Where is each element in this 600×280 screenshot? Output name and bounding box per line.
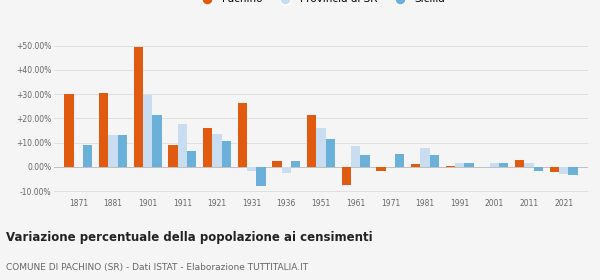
Bar (316, 128, 326, 167)
Bar (455, 163, 464, 167)
Text: COMUNE DI PACHINO (SR) - Dati ISTAT - Elaborazione TUTTITALIA.IT: COMUNE DI PACHINO (SR) - Dati ISTAT - El… (6, 263, 308, 272)
Bar (178, 125, 187, 167)
Bar (534, 167, 543, 171)
Bar (568, 167, 578, 175)
Bar (559, 167, 568, 174)
Bar (341, 167, 351, 185)
Bar (108, 136, 118, 167)
Bar (464, 163, 474, 167)
Bar (64, 94, 74, 167)
Bar (430, 155, 439, 167)
Legend: Pachino, Provincia di SR, Sicilia: Pachino, Provincia di SR, Sicilia (193, 0, 449, 8)
Bar (247, 167, 256, 171)
Text: Variazione percentuale della popolazione ai censimenti: Variazione percentuale della popolazione… (6, 231, 373, 244)
Bar (411, 164, 421, 167)
Bar (83, 145, 92, 167)
Bar (351, 146, 361, 167)
Bar (281, 167, 291, 173)
Bar (421, 148, 430, 167)
Bar (499, 163, 508, 167)
Bar (376, 167, 386, 171)
Bar (221, 141, 231, 167)
Bar (307, 115, 316, 167)
Bar (446, 166, 455, 167)
Bar (212, 134, 221, 167)
Bar (395, 154, 404, 167)
Bar (143, 95, 152, 167)
Bar (256, 167, 266, 186)
Bar (550, 167, 559, 172)
Bar (238, 103, 247, 167)
Bar (203, 128, 212, 167)
Bar (524, 163, 534, 167)
Bar (291, 161, 301, 167)
Bar (168, 145, 178, 167)
Bar (118, 136, 127, 167)
Bar (326, 139, 335, 167)
Bar (187, 151, 196, 167)
Bar (490, 163, 499, 167)
Bar (515, 160, 524, 167)
Bar (152, 115, 161, 167)
Bar (134, 47, 143, 167)
Bar (99, 93, 108, 167)
Bar (361, 155, 370, 167)
Bar (272, 161, 281, 167)
